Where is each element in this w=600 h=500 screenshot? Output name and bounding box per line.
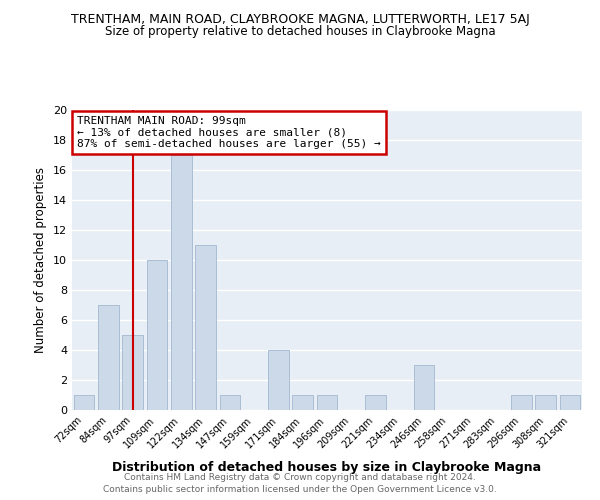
- Bar: [365, 395, 386, 410]
- Bar: [98, 305, 119, 410]
- Bar: [292, 395, 313, 410]
- Text: TRENTHAM MAIN ROAD: 99sqm
← 13% of detached houses are smaller (8)
87% of semi-d: TRENTHAM MAIN ROAD: 99sqm ← 13% of detac…: [77, 116, 381, 149]
- X-axis label: Distribution of detached houses by size in Claybrooke Magna: Distribution of detached houses by size …: [112, 461, 542, 474]
- Bar: [74, 395, 94, 410]
- Text: Contains HM Land Registry data © Crown copyright and database right 2024.: Contains HM Land Registry data © Crown c…: [124, 472, 476, 482]
- Bar: [195, 245, 216, 410]
- Bar: [414, 365, 434, 410]
- Bar: [317, 395, 337, 410]
- Bar: [560, 395, 580, 410]
- Bar: [146, 260, 167, 410]
- Text: TRENTHAM, MAIN ROAD, CLAYBROOKE MAGNA, LUTTERWORTH, LE17 5AJ: TRENTHAM, MAIN ROAD, CLAYBROOKE MAGNA, L…: [71, 12, 529, 26]
- Bar: [535, 395, 556, 410]
- Y-axis label: Number of detached properties: Number of detached properties: [34, 167, 47, 353]
- Text: Contains public sector information licensed under the Open Government Licence v3: Contains public sector information licen…: [103, 485, 497, 494]
- Bar: [268, 350, 289, 410]
- Bar: [171, 155, 191, 410]
- Bar: [122, 335, 143, 410]
- Bar: [511, 395, 532, 410]
- Text: Size of property relative to detached houses in Claybrooke Magna: Size of property relative to detached ho…: [104, 25, 496, 38]
- Bar: [220, 395, 240, 410]
